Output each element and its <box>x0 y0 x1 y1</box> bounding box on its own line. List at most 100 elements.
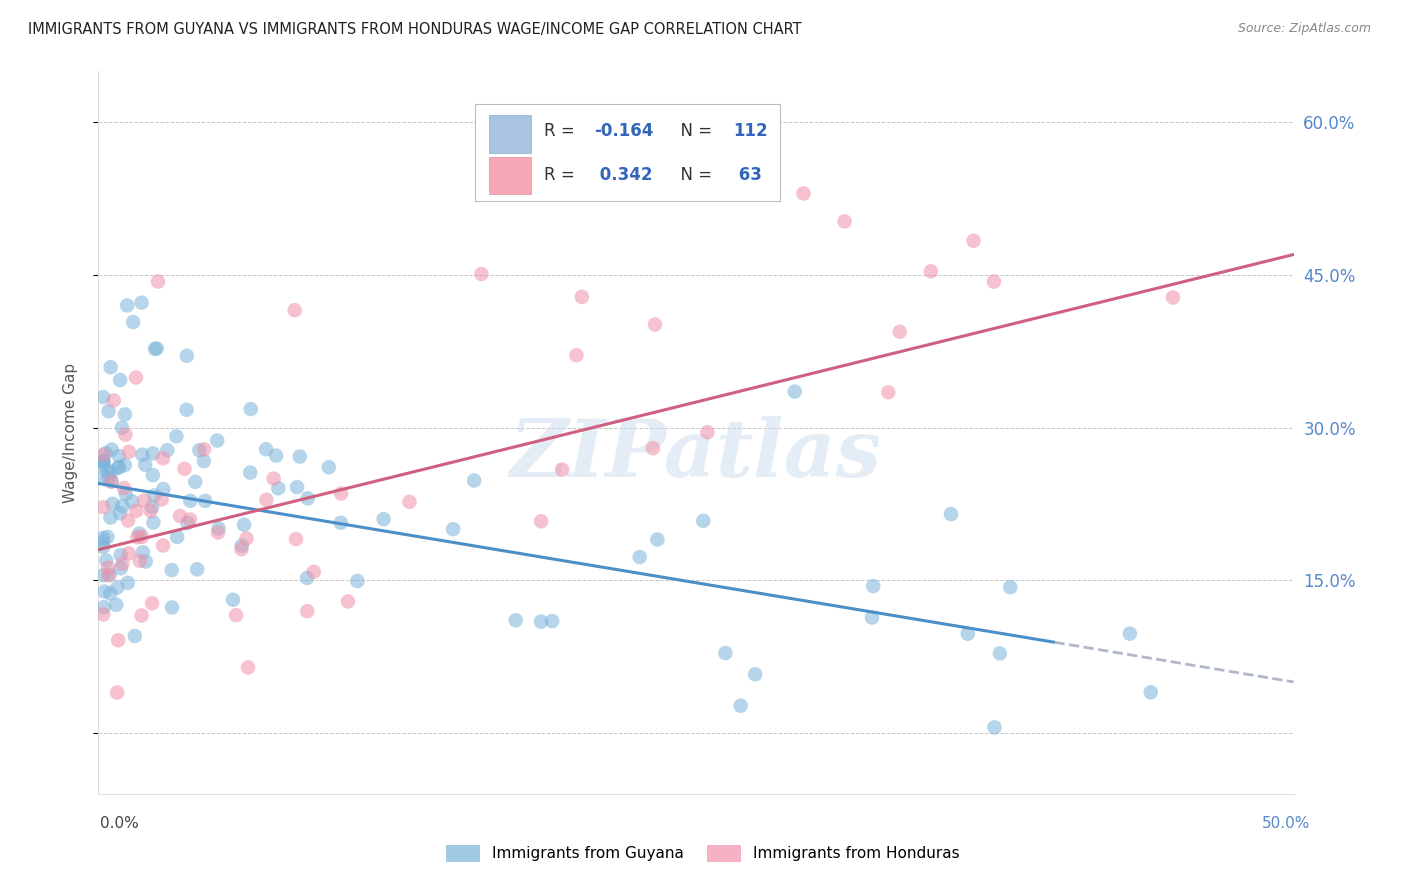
Point <box>186 562 208 576</box>
Point <box>141 596 163 610</box>
Point <box>100 360 122 375</box>
Point <box>239 466 262 480</box>
Point <box>152 451 174 466</box>
Point <box>150 492 173 507</box>
Point <box>112 481 135 495</box>
Point <box>152 482 174 496</box>
Point <box>222 592 245 607</box>
Point <box>939 507 962 521</box>
Text: Source: ZipAtlas.com: Source: ZipAtlas.com <box>1237 22 1371 36</box>
Point <box>744 667 766 681</box>
Point <box>441 522 464 536</box>
Text: 63: 63 <box>733 166 762 184</box>
Point <box>194 493 217 508</box>
Point <box>105 598 128 612</box>
Point <box>297 491 319 506</box>
Point <box>111 421 134 435</box>
Point <box>94 446 117 460</box>
Point <box>93 600 115 615</box>
Point <box>714 646 737 660</box>
Point <box>1161 291 1184 305</box>
Point <box>111 500 134 514</box>
Point <box>114 408 136 422</box>
Point <box>97 404 120 418</box>
Point <box>644 318 666 332</box>
Point <box>97 560 120 574</box>
Point <box>139 504 162 518</box>
Point <box>100 475 122 489</box>
Point <box>284 303 307 318</box>
Point <box>135 555 157 569</box>
Point <box>152 539 174 553</box>
Point <box>1139 685 1161 699</box>
Point <box>1119 626 1142 640</box>
Point <box>91 607 114 622</box>
Point <box>91 540 114 554</box>
Point <box>398 495 420 509</box>
Point <box>107 633 129 648</box>
Point <box>233 517 256 532</box>
Point <box>122 315 145 329</box>
Point <box>239 402 262 417</box>
Point <box>295 571 318 585</box>
Point <box>118 546 141 560</box>
Point <box>142 468 165 483</box>
Point <box>860 610 883 624</box>
Point <box>207 434 229 448</box>
Point <box>97 568 120 582</box>
Point <box>285 532 308 546</box>
Point <box>91 568 114 582</box>
Point <box>188 443 211 458</box>
Point <box>463 474 485 488</box>
Point <box>117 575 139 590</box>
Point <box>254 442 277 457</box>
Point <box>641 441 664 455</box>
Text: N =: N = <box>669 166 717 184</box>
Point <box>862 579 884 593</box>
Point <box>179 512 201 526</box>
Text: -0.164: -0.164 <box>595 122 654 140</box>
Point <box>131 608 153 623</box>
Point <box>131 530 153 544</box>
Point <box>541 614 564 628</box>
Point <box>110 548 132 562</box>
Point <box>173 462 195 476</box>
Point <box>193 442 215 457</box>
Point <box>103 393 125 408</box>
Point <box>877 385 900 400</box>
Point <box>236 660 259 674</box>
Point <box>143 342 166 356</box>
Point <box>169 508 191 523</box>
Point <box>530 514 553 528</box>
Point <box>91 455 114 469</box>
Bar <box>489 157 531 194</box>
Y-axis label: Wage/Income Gap: Wage/Income Gap <box>63 362 77 503</box>
Point <box>176 516 198 530</box>
Bar <box>489 115 531 153</box>
Point <box>231 539 253 553</box>
Text: IMMIGRANTS FROM GUYANA VS IMMIGRANTS FROM HONDURAS WAGE/INCOME GAP CORRELATION C: IMMIGRANTS FROM GUYANA VS IMMIGRANTS FRO… <box>28 22 801 37</box>
Point <box>124 629 146 643</box>
Point <box>235 532 257 546</box>
Point <box>207 525 229 540</box>
Text: N =: N = <box>669 122 717 140</box>
Point <box>565 348 588 362</box>
Point <box>983 720 1005 734</box>
Point <box>783 384 806 399</box>
Legend: Immigrants from Guyana, Immigrants from Honduras: Immigrants from Guyana, Immigrants from … <box>440 838 966 868</box>
Text: ZIPatlas: ZIPatlas <box>510 416 882 493</box>
Point <box>156 443 179 458</box>
Point <box>983 275 1005 289</box>
Point <box>730 698 752 713</box>
Point <box>160 563 183 577</box>
Point <box>146 275 169 289</box>
Text: R =: R = <box>544 166 581 184</box>
Point <box>132 545 155 559</box>
Point <box>100 586 122 600</box>
Point <box>100 474 122 488</box>
Point <box>110 561 132 575</box>
Point <box>105 581 128 595</box>
Point <box>179 493 201 508</box>
Point <box>131 448 153 462</box>
Point <box>571 290 593 304</box>
